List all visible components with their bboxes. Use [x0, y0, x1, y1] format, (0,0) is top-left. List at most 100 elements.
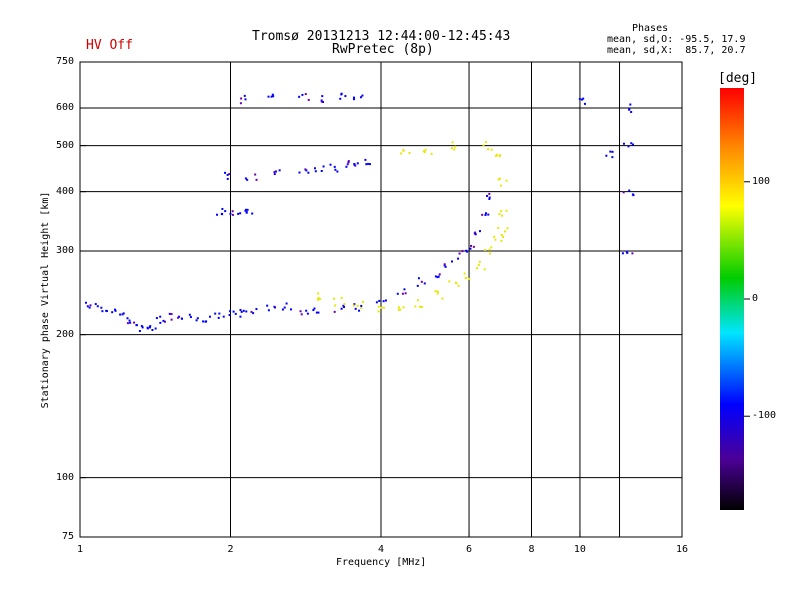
data-point	[454, 281, 457, 284]
data-point	[505, 179, 508, 182]
data-point	[246, 178, 249, 181]
data-point	[345, 165, 348, 168]
data-point	[500, 239, 503, 242]
data-point	[307, 98, 310, 101]
data-point	[346, 163, 349, 166]
grid-lines	[80, 62, 682, 537]
data-point	[622, 142, 625, 145]
data-point	[384, 299, 387, 302]
data-point	[469, 244, 472, 247]
data-point	[301, 93, 304, 96]
data-point	[482, 144, 485, 147]
data-point	[578, 97, 581, 100]
data-point	[402, 149, 405, 152]
data-point	[382, 306, 385, 309]
data-point	[114, 309, 117, 312]
data-point	[170, 318, 173, 321]
data-point	[380, 306, 383, 309]
data-point	[314, 170, 317, 173]
chart-subtitle: RwPretec (8p)	[332, 42, 434, 57]
data-point	[245, 310, 248, 313]
data-point	[250, 310, 253, 313]
data-point	[488, 252, 491, 255]
data-point	[189, 316, 192, 319]
y-tick-label: 200	[55, 328, 74, 340]
data-point	[334, 168, 337, 171]
data-point	[414, 305, 417, 308]
data-point	[441, 297, 444, 300]
data-point	[254, 173, 257, 176]
data-point	[140, 325, 143, 328]
data-point	[224, 210, 227, 213]
data-point	[317, 292, 320, 295]
data-point	[500, 210, 503, 213]
data-point	[162, 319, 165, 322]
data-point	[504, 230, 507, 233]
data-point	[611, 150, 614, 153]
data-point	[396, 292, 399, 295]
data-point	[463, 272, 466, 275]
data-point	[244, 177, 247, 180]
data-point	[271, 93, 274, 96]
data-point	[86, 305, 89, 308]
x-tick-label: 2	[227, 544, 234, 555]
data-point	[486, 194, 489, 197]
data-point	[305, 309, 308, 312]
data-point	[475, 267, 478, 270]
data-point	[336, 170, 339, 173]
data-point	[436, 292, 439, 295]
data-point	[126, 317, 129, 320]
data-point	[218, 312, 221, 315]
data-point	[375, 301, 378, 304]
data-point	[285, 302, 288, 305]
data-point	[240, 310, 243, 313]
data-point	[458, 252, 461, 255]
data-point	[239, 309, 242, 312]
y-axis-label: Stationary phase Virtual Height [km]	[40, 191, 51, 409]
data-point	[417, 277, 420, 280]
y-tick-label: 750	[55, 56, 74, 67]
data-point	[305, 169, 308, 172]
data-point	[278, 169, 281, 172]
data-point	[246, 208, 249, 211]
data-point	[138, 330, 141, 333]
data-point	[221, 213, 224, 216]
data-point	[251, 212, 254, 215]
data-point	[273, 305, 276, 308]
data-point	[352, 98, 355, 101]
data-point	[222, 315, 225, 318]
data-point	[133, 321, 136, 324]
data-point	[582, 97, 585, 100]
data-point	[252, 312, 255, 315]
data-point	[229, 212, 232, 215]
header-status: HV Off	[86, 38, 133, 53]
data-point	[622, 191, 625, 194]
data-point	[505, 209, 508, 212]
data-point	[322, 100, 325, 103]
data-point	[146, 326, 149, 329]
y-tick-label: 75	[61, 531, 74, 542]
data-point	[149, 325, 152, 328]
data-point	[298, 95, 301, 98]
data-point	[498, 177, 501, 180]
colorbar-tick-label: 100	[752, 175, 771, 187]
data-point	[488, 248, 491, 251]
data-point	[135, 324, 138, 327]
data-point	[244, 209, 247, 212]
data-point	[377, 305, 380, 308]
data-point	[128, 319, 131, 322]
y-tick-label: 300	[55, 245, 74, 257]
data-point	[255, 178, 258, 181]
data-point	[119, 313, 122, 316]
data-point	[245, 211, 248, 214]
data-point	[436, 290, 439, 293]
data-point	[228, 172, 231, 175]
data-point	[451, 141, 454, 144]
data-point	[239, 102, 242, 105]
data-point	[402, 306, 405, 309]
data-point	[368, 163, 371, 166]
data-point	[580, 98, 583, 101]
data-point	[273, 171, 276, 174]
data-point	[469, 247, 472, 250]
data-point	[494, 238, 497, 241]
